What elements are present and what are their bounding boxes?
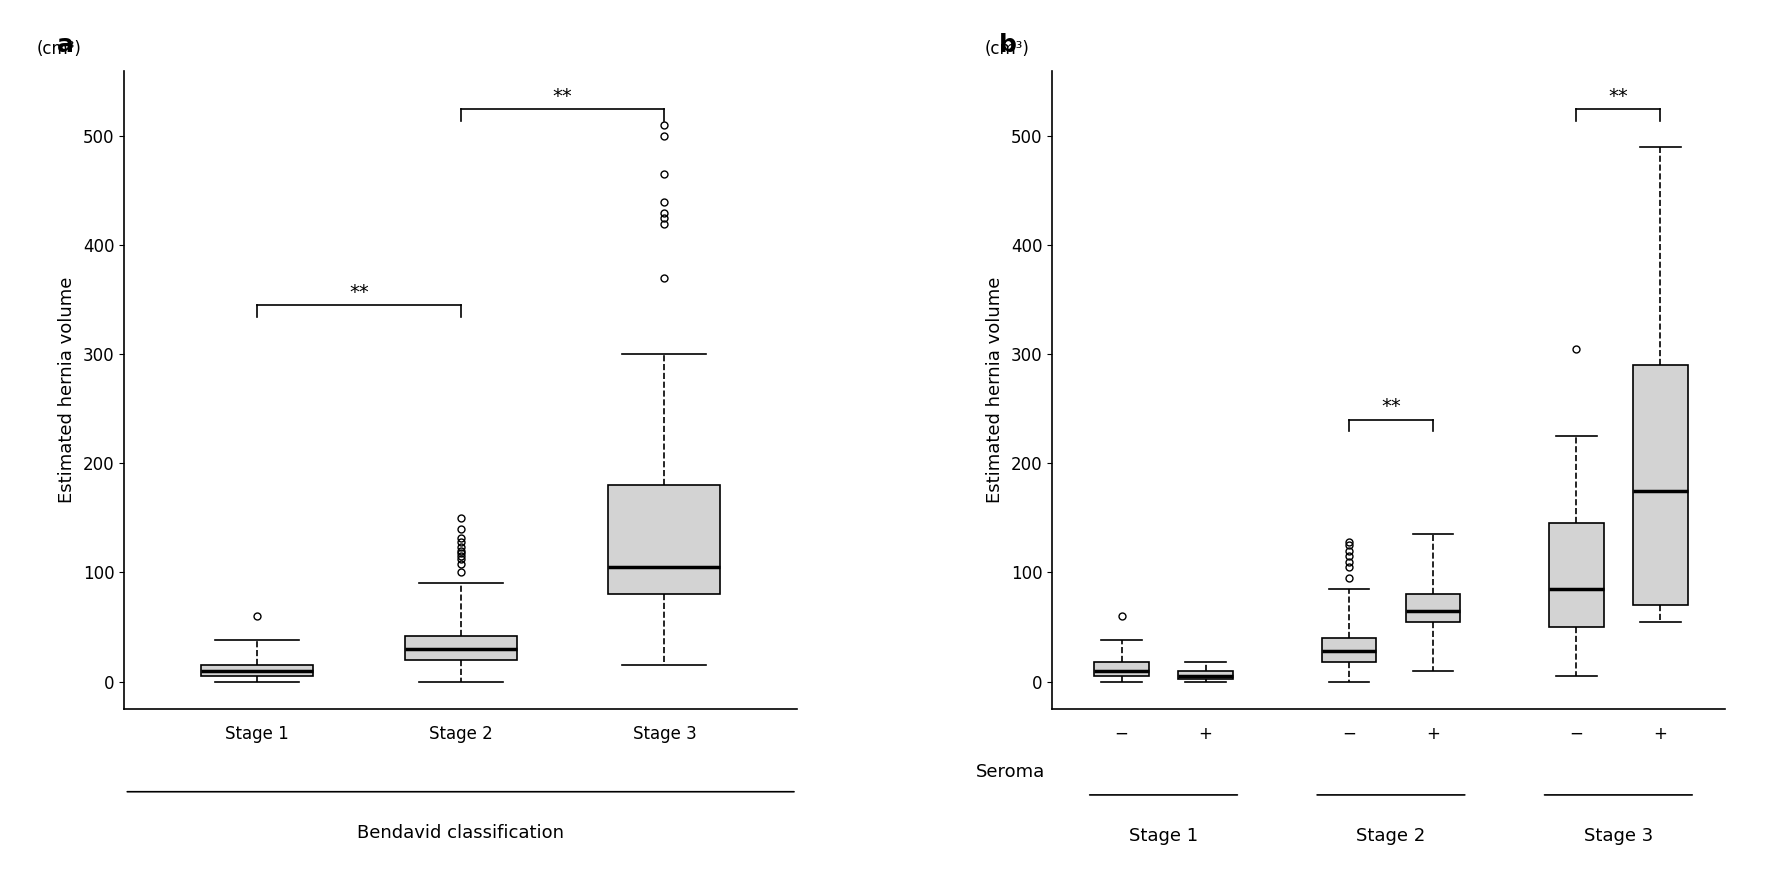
Text: a: a	[57, 33, 75, 57]
Bar	[1321, 638, 1376, 662]
Bar	[608, 486, 720, 595]
Bar	[1406, 595, 1460, 622]
Text: **: **	[1382, 398, 1401, 416]
Y-axis label: Estimated hernia volume: Estimated hernia volume	[59, 276, 76, 503]
Text: **: **	[1609, 87, 1629, 105]
Text: **: **	[348, 283, 368, 302]
Bar	[1549, 524, 1604, 627]
Text: Bendavid classification: Bendavid classification	[357, 824, 564, 842]
Text: Stage 3: Stage 3	[1584, 827, 1654, 845]
Bar	[1179, 671, 1232, 680]
Text: b: b	[999, 33, 1017, 57]
Text: Seroma: Seroma	[976, 763, 1045, 781]
Y-axis label: Estimated hernia volume: Estimated hernia volume	[987, 276, 1005, 503]
Text: (cm³): (cm³)	[985, 40, 1029, 58]
Text: **: **	[553, 87, 573, 105]
Bar	[201, 665, 313, 676]
Bar	[405, 636, 517, 660]
Text: Stage 1: Stage 1	[1129, 827, 1198, 845]
Text: (cm³): (cm³)	[37, 40, 82, 58]
Bar	[1093, 662, 1149, 676]
Bar	[1634, 365, 1687, 605]
Text: Stage 2: Stage 2	[1357, 827, 1426, 845]
